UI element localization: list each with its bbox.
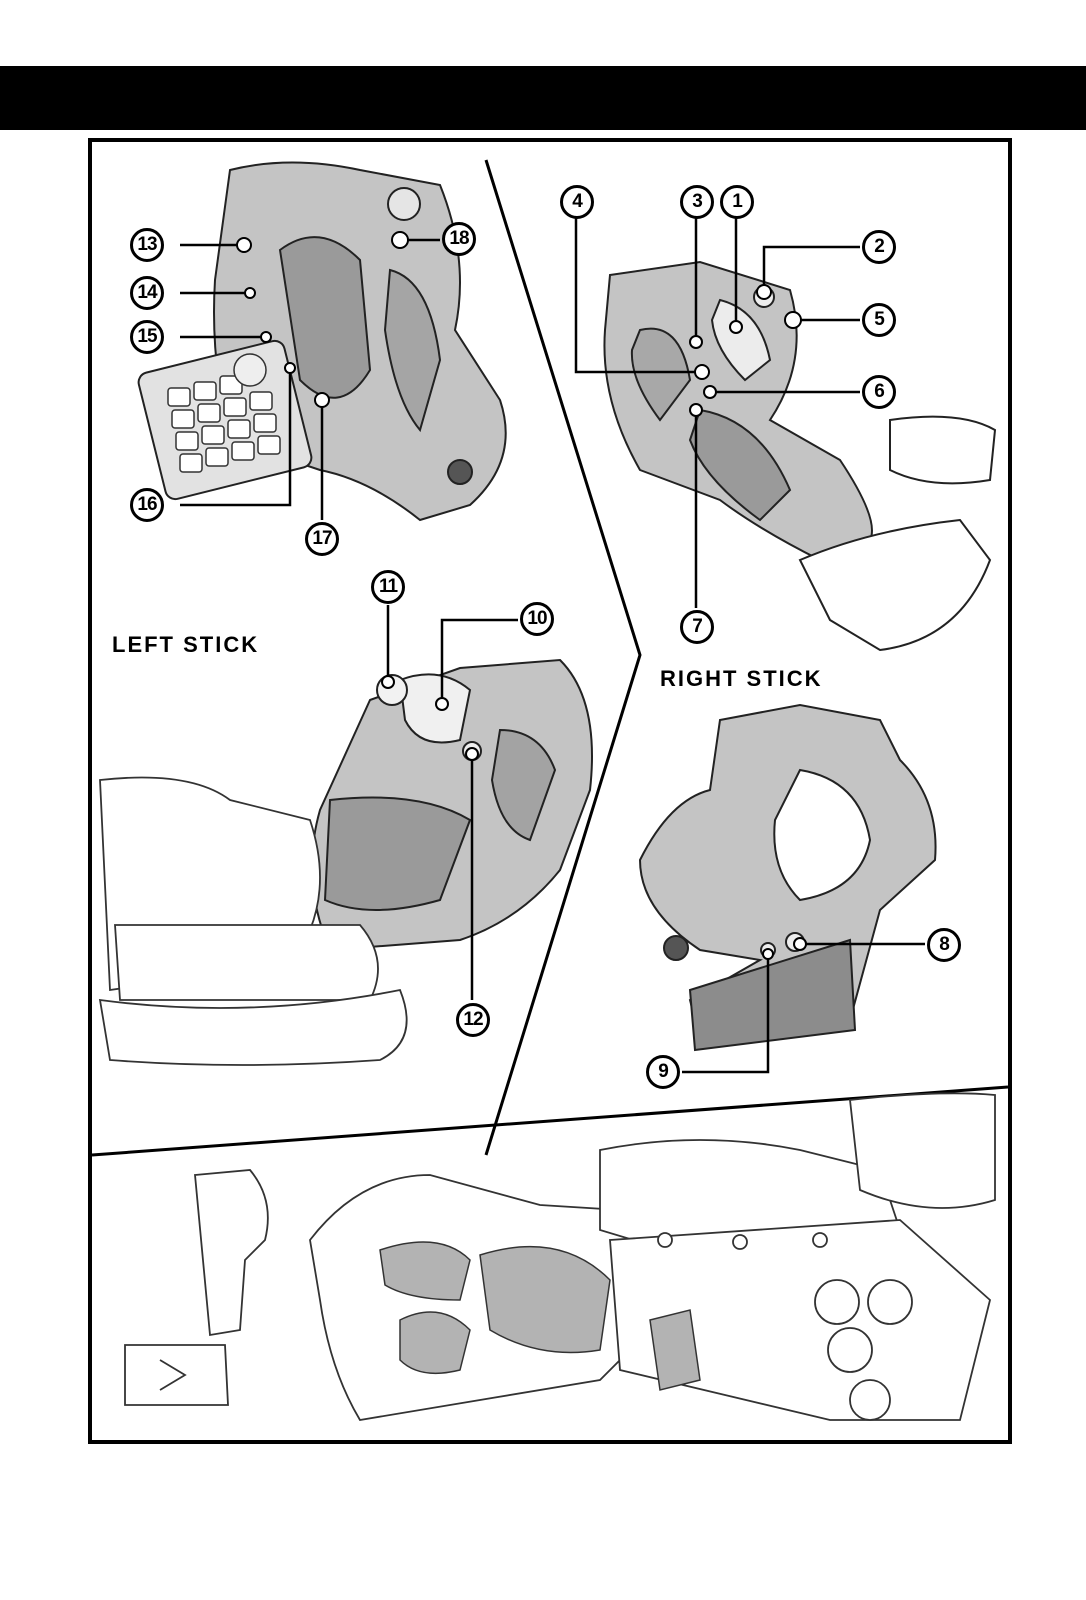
cockpit-shaded-areas: [379, 1241, 701, 1391]
callout-12: 12: [456, 1003, 490, 1037]
left-hand-outline: [98, 776, 408, 1066]
cockpit-cutaway: [124, 1092, 996, 1421]
leader-lines-upper-right: [574, 215, 860, 608]
control-points-middle-left: [381, 675, 479, 761]
panel-divider: [484, 159, 642, 1156]
callout-18: 18: [442, 222, 476, 256]
callout-6: 6: [862, 375, 896, 409]
left-stick-title: LEFT STICK: [112, 632, 260, 657]
callout-4: 4: [560, 185, 594, 219]
control-points-upper-left: [236, 231, 409, 408]
bottom-panel-divider: [91, 1085, 1009, 1157]
callout-17: 17: [305, 522, 339, 556]
callout-14: 14: [130, 276, 164, 310]
right-stick-rear-view: [638, 703, 937, 1052]
control-points-upper-right: [689, 284, 802, 417]
right-stick-title: RIGHT STICK: [660, 666, 823, 691]
callout-2: 2: [862, 230, 896, 264]
right-stick-top-view: [603, 260, 997, 652]
leader-lines-upper-left: [180, 238, 440, 520]
left-stick-keypad-view: [137, 161, 507, 522]
callout-16: 16: [130, 488, 164, 522]
callout-5: 5: [862, 303, 896, 337]
callout-15: 15: [130, 320, 164, 354]
leader-lines-middle-right: [682, 942, 925, 1074]
callout-1: 1: [720, 185, 754, 219]
callout-10: 10: [520, 602, 554, 636]
header-band: [0, 66, 1086, 130]
leader-lines-middle-left: [386, 605, 518, 1000]
control-points-middle-right: [762, 937, 807, 960]
keypad-buttons: [167, 353, 281, 473]
callout-9: 9: [646, 1055, 680, 1089]
left-stick-grip-view: [311, 658, 593, 952]
callout-8: 8: [927, 928, 961, 962]
callout-13: 13: [130, 228, 164, 262]
callout-3: 3: [680, 185, 714, 219]
callout-11: 11: [371, 570, 405, 604]
callout-7: 7: [680, 610, 714, 644]
